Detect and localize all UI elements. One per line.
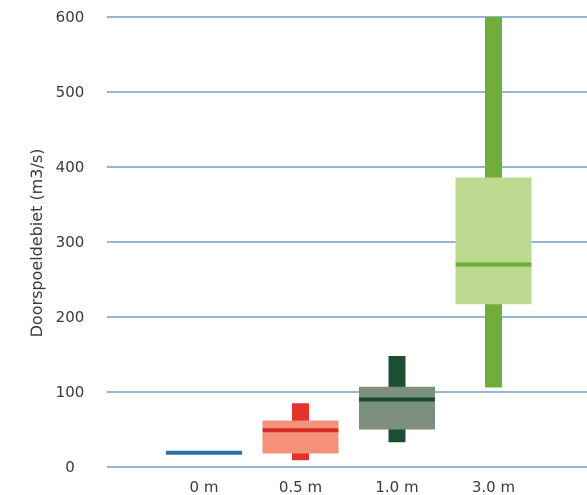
box-body-0-5-m — [262, 420, 339, 454]
median-0-5-m — [262, 428, 339, 433]
median-3-0-m — [455, 262, 532, 267]
y-tick-label-600: 600 — [56, 8, 85, 26]
box-3-0-m — [455, 17, 532, 388]
median-1-0-m — [359, 397, 435, 402]
x-axis-tick-labels: 0 m 0.5 m 1.0 m 3.0 m — [190, 478, 516, 495]
box-body-3-0-m — [455, 177, 532, 305]
y-tick-label-0: 0 — [65, 458, 75, 476]
y-tick-label-200: 200 — [56, 308, 85, 326]
box-body-1-0-m — [359, 386, 435, 430]
box-series — [166, 17, 532, 461]
y-axis-title: Doorspoeldebiet (m3/s) — [27, 149, 46, 338]
y-tick-label-100: 100 — [56, 383, 85, 401]
box-0-5-m — [262, 403, 339, 461]
median-0-m — [166, 450, 242, 455]
x-tick-label-1-0-m: 1.0 m — [375, 478, 418, 495]
y-tick-label-400: 400 — [56, 158, 85, 176]
x-tick-label-0-5-m: 0.5 m — [279, 478, 322, 495]
x-tick-label-3-0-m: 3.0 m — [472, 478, 515, 495]
x-tick-label-0-m: 0 m — [190, 478, 219, 495]
box-0-m — [166, 450, 242, 455]
y-tick-label-300: 300 — [56, 233, 85, 251]
gridlines — [107, 16, 587, 468]
box-1-0-m — [359, 356, 435, 443]
y-axis-tick-labels: 0 100 200 300 400 500 600 — [56, 8, 85, 476]
y-tick-label-500: 500 — [56, 83, 85, 101]
